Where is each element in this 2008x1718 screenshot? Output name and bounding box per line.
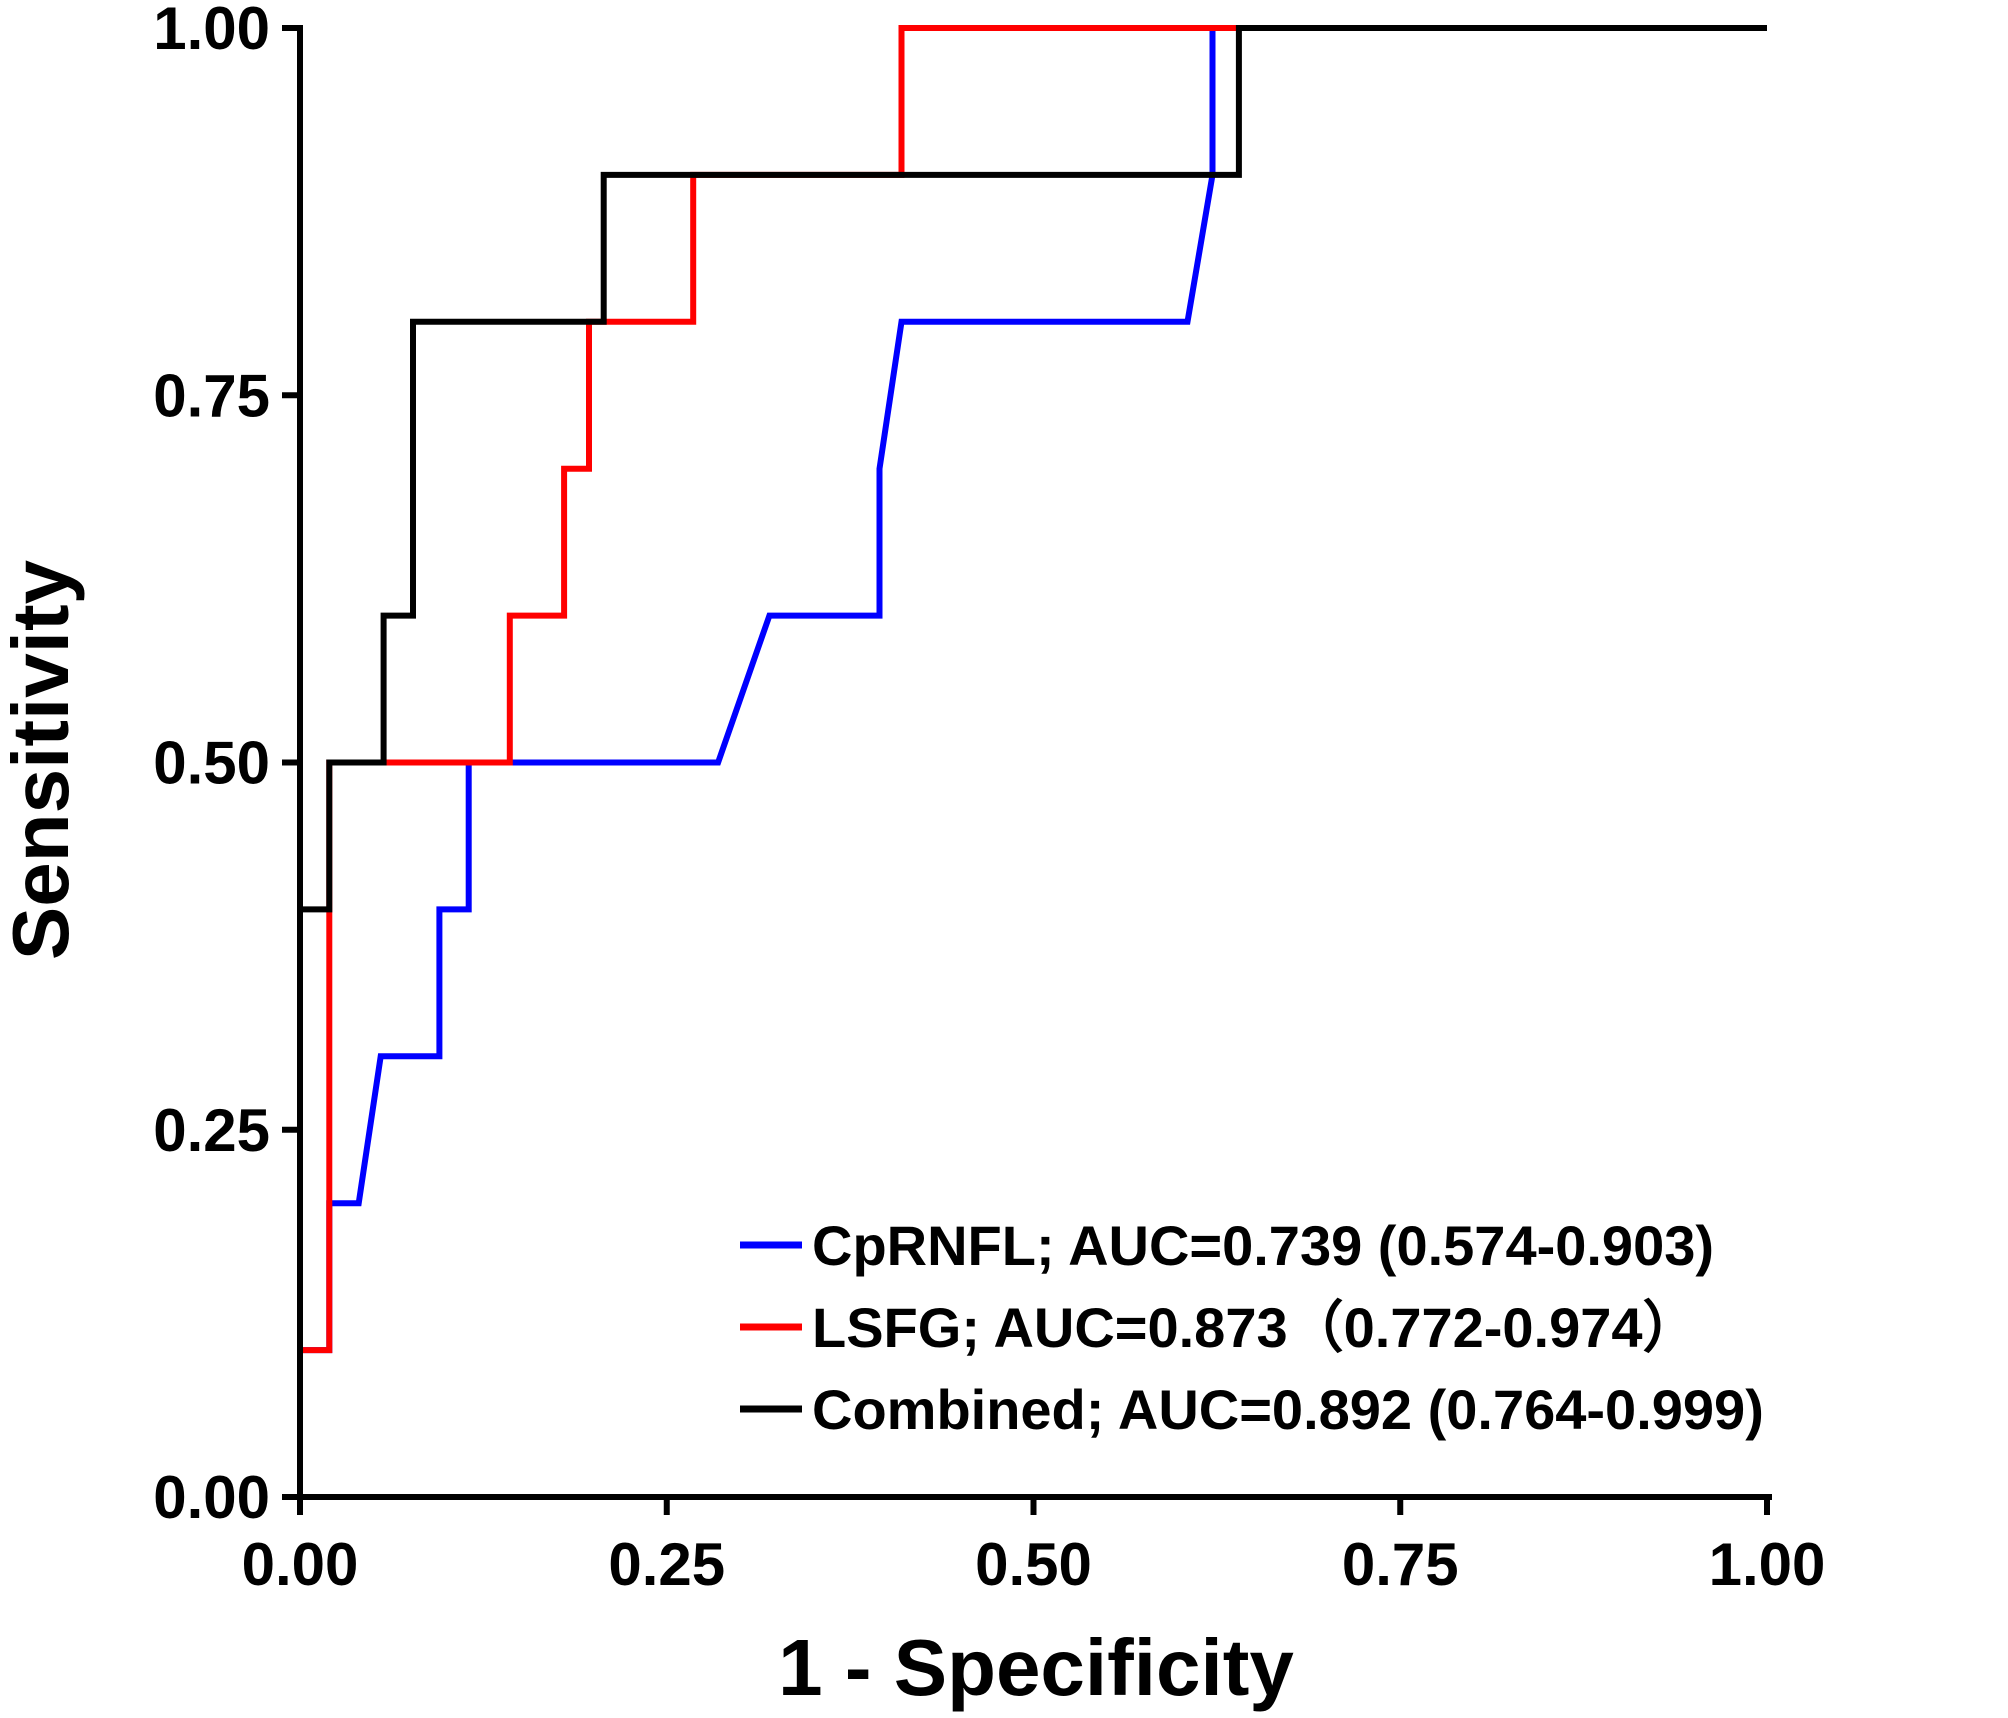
legend-label-1: LSFG; AUC=0.873（0.772-0.974）	[812, 1296, 1699, 1359]
series-line-2	[297, 25, 1767, 1497]
legend: CpRNFL; AUC=0.739 (0.574-0.903) LSFG; AUC…	[740, 1214, 1764, 1441]
y-tick-label: 0.25	[153, 1097, 270, 1164]
y-tick-label: 1.00	[153, 0, 270, 62]
y-axis-title: Sensitivity	[0, 559, 85, 960]
y-axis-ticks: 0.00 0.25 0.50 0.75 1.00	[153, 0, 300, 1531]
x-tick-label: 0.50	[975, 1531, 1092, 1598]
x-tick-label: 0.00	[242, 1531, 359, 1598]
legend-label-2: Combined; AUC=0.892 (0.764-0.999)	[812, 1378, 1764, 1441]
legend-label-0: CpRNFL; AUC=0.739 (0.574-0.903)	[812, 1214, 1714, 1277]
x-tick-label: 1.00	[1709, 1531, 1826, 1598]
plot-lines	[297, 25, 1767, 1497]
y-tick-label: 0.75	[153, 362, 270, 429]
x-axis-ticks: 0.00 0.25 0.50 0.75 1.00	[242, 1497, 1826, 1598]
y-tick-label: 0.00	[153, 1464, 270, 1531]
x-tick-label: 0.75	[1342, 1531, 1459, 1598]
x-tick-label: 0.25	[608, 1531, 725, 1598]
x-axis-title: 1 - Specificity	[778, 1623, 1294, 1712]
y-tick-label: 0.50	[153, 730, 270, 797]
